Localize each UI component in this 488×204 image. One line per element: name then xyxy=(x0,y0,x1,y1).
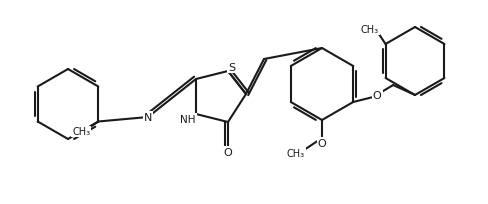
Text: NH: NH xyxy=(180,114,196,124)
Text: N: N xyxy=(144,112,152,122)
Text: O: O xyxy=(373,91,382,101)
Text: CH₃: CH₃ xyxy=(287,148,305,158)
Text: CH₃: CH₃ xyxy=(72,127,90,137)
Text: O: O xyxy=(224,147,232,157)
Text: O: O xyxy=(318,138,326,148)
Text: S: S xyxy=(228,63,236,73)
Text: CH₃: CH₃ xyxy=(361,25,379,35)
